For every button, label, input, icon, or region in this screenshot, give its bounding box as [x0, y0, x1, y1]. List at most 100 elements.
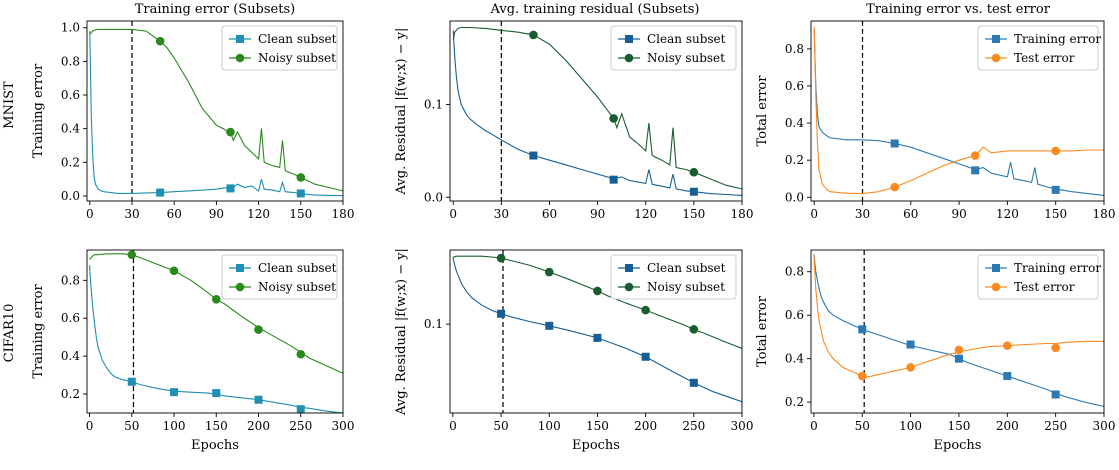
x-tick-label: 50 — [124, 419, 139, 433]
series-line-0 — [813, 254, 1104, 408]
row-label-cifar10: CIFAR10 — [2, 304, 17, 363]
marker-point — [529, 151, 538, 160]
x-tick-label: 150 — [947, 419, 970, 433]
x-tick-label: 60 — [542, 207, 557, 221]
plot-area — [452, 250, 742, 413]
y-tick-label: 0.8 — [785, 265, 804, 279]
legend-marker — [236, 264, 244, 272]
legend-marker — [991, 53, 1001, 63]
plot-area — [88, 250, 343, 413]
x-tick-label: 60 — [167, 207, 182, 221]
y-tick-label: 0.4 — [61, 122, 80, 136]
legend-marker — [236, 35, 244, 43]
axes-frame — [449, 20, 743, 202]
marker-point — [211, 294, 221, 304]
legend-box — [610, 25, 737, 71]
marker-point — [689, 378, 698, 387]
x-tick-label: 100 — [899, 419, 922, 433]
y-tick-label: 0.1 — [424, 98, 443, 112]
legend-box — [610, 254, 737, 300]
col-title-1: Training error (Subsets) — [135, 2, 295, 17]
axes-frame — [86, 249, 344, 414]
x-tick-label: 30 — [494, 207, 509, 221]
legend: Training error Test error — [977, 25, 1101, 71]
x-tick-label: 120 — [247, 207, 270, 221]
chart-panels: 0 30 60 90 120 150 180 0.0 0.2 0.4 0.6 0.8 1.0 Traini… — [31, 20, 1115, 453]
chart-mnist-train-vs-test: 0 30 60 90 120 150 180 0.0 0.2 0.4 0.6 0.8 Total err… — [755, 20, 1115, 221]
plot-area — [813, 250, 1104, 413]
y-tick-label: 0.2 — [61, 155, 80, 169]
marker-point — [906, 363, 915, 372]
x-tick-label: 150 — [586, 419, 609, 433]
x-tick-label: 90 — [209, 207, 224, 221]
y-tick-label: 0.8 — [785, 42, 804, 56]
legend-label: Test error — [1014, 51, 1075, 65]
y-tick-label: 0.0 — [785, 190, 804, 204]
legend-box — [977, 254, 1099, 300]
legend: Clean subset Noisy subset — [221, 25, 338, 71]
chart-cifar10-train-vs-test: 0 50 100 150 200 250 300 0.2 0.4 0.6 0.8 Total erro… — [755, 249, 1115, 453]
x-tick-label: 0 — [810, 207, 818, 221]
y-tick-label: 0.4 — [785, 116, 804, 130]
x-tick-label: 0 — [86, 207, 94, 221]
legend-label: Clean subset — [258, 32, 337, 46]
marker-point — [169, 266, 179, 276]
col-title-3: Training error vs. test error — [866, 2, 1051, 17]
plot-area — [813, 21, 1104, 201]
chart-mnist-residual: 0 30 60 90 120 150 180 0.0 0.1 Avg. Residual |f(w… — [394, 20, 754, 221]
marker-point — [593, 286, 602, 296]
marker-point — [906, 340, 915, 349]
marker-point — [971, 166, 980, 175]
marker-point — [296, 405, 305, 413]
marker-point — [529, 30, 538, 40]
marker-point — [156, 188, 165, 197]
axes-frame — [449, 249, 743, 414]
y-tick-label: 0.1 — [424, 317, 443, 331]
legend-label: Clean subset — [647, 32, 726, 46]
marker-point — [593, 333, 602, 342]
series-line-0 — [452, 257, 742, 403]
marker-point — [254, 395, 263, 404]
legend-marker — [235, 53, 245, 63]
x-tick-label: 50 — [855, 419, 870, 433]
legend-label: Clean subset — [647, 261, 726, 275]
series-line-0 — [452, 30, 742, 196]
axes-frame — [810, 249, 1105, 414]
legend-marker — [991, 282, 1001, 292]
x-tick-label: 90 — [951, 207, 966, 221]
marker-point — [890, 182, 900, 192]
y-axis-label: Total error — [755, 75, 770, 147]
x-tick-label: 0 — [86, 419, 94, 433]
y-tick-label: 0.6 — [61, 88, 80, 102]
series-line-1 — [813, 254, 1104, 378]
marker-point — [127, 377, 136, 386]
x-tick-label: 200 — [247, 419, 270, 433]
x-tick-label: 50 — [493, 419, 508, 433]
legend-marker — [992, 35, 1000, 43]
marker-point — [890, 139, 899, 148]
x-tick-label: 180 — [731, 207, 754, 221]
x-tick-label: 0 — [449, 207, 457, 221]
marker-point — [296, 189, 305, 198]
legend-box — [221, 25, 338, 71]
axes-frame — [86, 20, 344, 202]
marker-point — [641, 352, 650, 361]
marker-point — [970, 151, 980, 160]
y-tick-label: 0.0 — [61, 189, 80, 203]
legend-label: Training error — [1014, 261, 1101, 275]
marker-point — [857, 371, 867, 381]
legend-label: Noisy subset — [647, 51, 725, 65]
chart-cifar10-training-error: 0 50 100 150 200 250 300 0.2 0.4 0.6 0.8 Training e… — [31, 249, 354, 453]
series-line-0 — [813, 30, 1104, 196]
marker-point — [1051, 185, 1060, 194]
x-tick-label: 150 — [1044, 207, 1067, 221]
legend-label: Noisy subset — [258, 280, 336, 294]
marker-point — [1051, 343, 1060, 353]
legend-marker — [992, 264, 1000, 272]
marker-point — [254, 325, 263, 334]
plot-area — [452, 21, 742, 201]
series-line-1 — [452, 26, 742, 190]
series-line-1 — [89, 253, 343, 374]
x-tick-label: 100 — [163, 419, 186, 433]
marker-point — [689, 187, 698, 196]
